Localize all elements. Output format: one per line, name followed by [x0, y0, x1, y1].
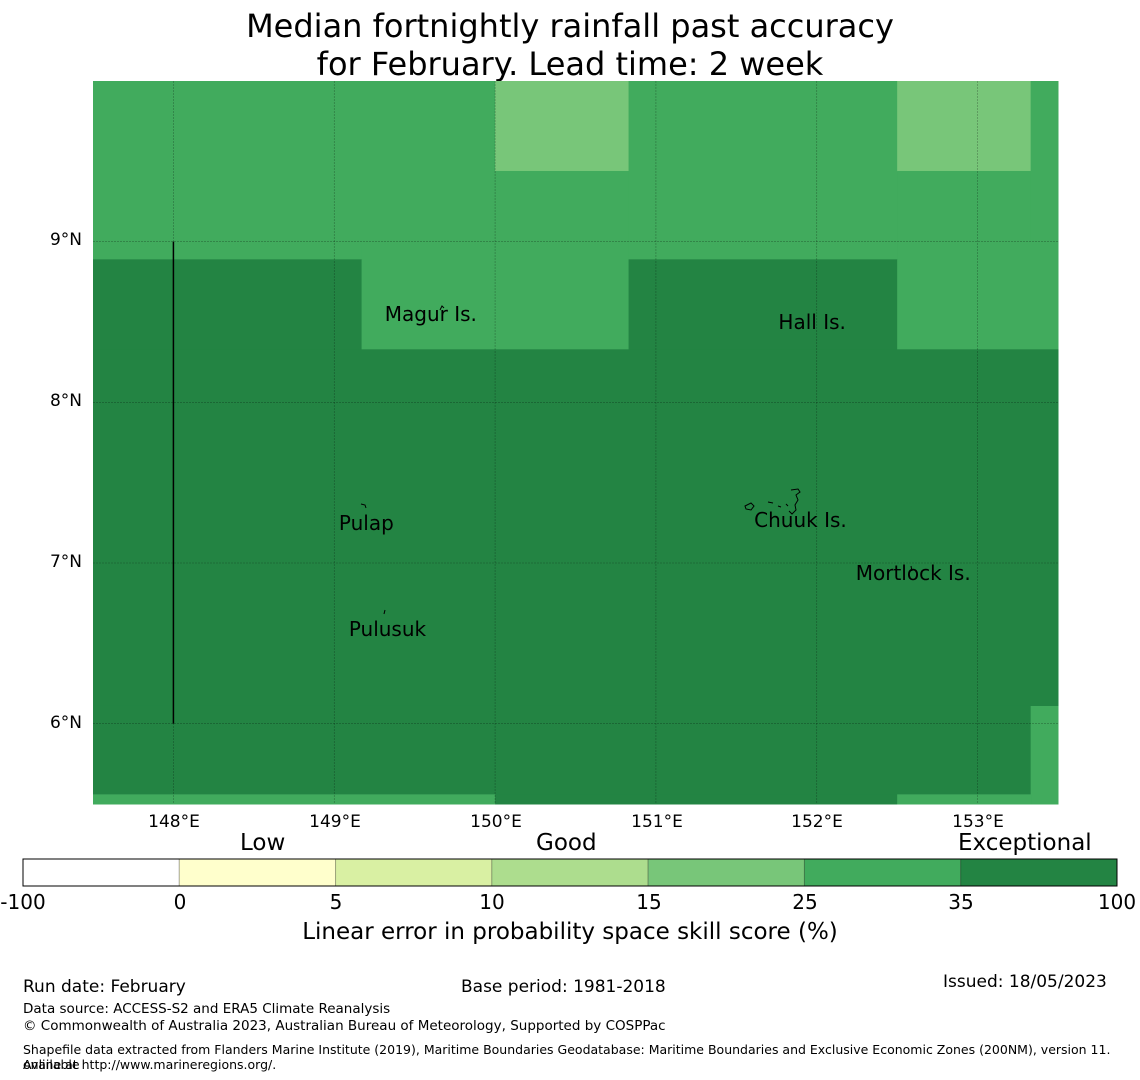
colorbar-tick-label: -100: [0, 890, 46, 914]
skill-cell: [361, 259, 630, 350]
skill-cell: [897, 81, 1032, 172]
pulusuk-island-shape: [383, 609, 386, 615]
x-tick-label: 149°E: [309, 812, 361, 832]
skill-cell: [495, 170, 630, 243]
skill-cell: [897, 259, 1059, 350]
map-title-line2: for February. Lead time: 2 week: [316, 45, 824, 83]
place-label-pulusuk: Pulusuk: [348, 616, 427, 641]
skill-map: [93, 81, 1059, 805]
x-tick-label: 153°E: [952, 812, 1004, 832]
x-tick-label: 150°E: [470, 812, 522, 832]
shapefile-credit-line2: online at http://www.marineregions.org/.: [23, 1057, 277, 1072]
place-label-chuuk: Chuuk Is.: [754, 507, 847, 532]
colorbar: [22, 858, 1118, 887]
chuuk-lagoon-shape: [744, 488, 801, 515]
skill-cells: [93, 81, 1059, 805]
colorbar-segment: [960, 858, 1118, 887]
skill-cell: [361, 241, 630, 260]
colorbar-tick-label: 0: [173, 890, 187, 914]
colorbar-tick-label: 25: [792, 890, 818, 914]
copyright: © Commonwealth of Australia 2023, Austra…: [23, 1018, 666, 1034]
colorbar-category-low: Low: [240, 830, 286, 856]
colorbar-segment: [647, 858, 805, 887]
colorbar-tick-label: 5: [329, 890, 343, 914]
issued-date: Issued: 18/05/2023: [943, 972, 1107, 992]
y-tick-label: 6°N: [49, 713, 82, 733]
x-tick-label: 151°E: [631, 812, 683, 832]
data-source: Data source: ACCESS-S2 and ERA5 Climate …: [23, 1001, 391, 1017]
skill-cell: [495, 794, 898, 805]
y-tick-label: 8°N: [49, 391, 82, 411]
island-outlines: [360, 305, 913, 615]
run-date: Run date: February: [23, 977, 186, 997]
skill-cell: [93, 259, 363, 350]
colorbar-tick-label: 10: [479, 890, 505, 914]
place-label-hall: Hall Is.: [778, 310, 846, 334]
colorbar-segment: [491, 858, 649, 887]
map-title-line1: Median fortnightly rainfall past accurac…: [246, 7, 894, 45]
colorbar-segment: [22, 858, 180, 887]
skill-cell: [1030, 705, 1059, 805]
graticule: [93, 81, 1058, 804]
skill-cell: [93, 794, 496, 805]
magur-island-shape: [439, 305, 445, 311]
skill-cell: [93, 81, 496, 243]
skill-cell: [897, 794, 1032, 805]
colorbar-tick-label: 35: [948, 890, 974, 914]
colorbar-label: Linear error in probability space skill …: [302, 919, 838, 945]
x-tick-label: 148°E: [148, 812, 200, 832]
skill-cell: [628, 81, 898, 243]
colorbar-segment: [335, 858, 493, 887]
y-tick-label: 9°N: [49, 230, 82, 250]
colorbar-tick-label: 100: [1097, 890, 1137, 914]
shapefile-credit-line1: Shapefile data extracted from Flanders M…: [23, 1042, 1111, 1072]
skill-cell: [93, 349, 1059, 707]
skill-cell: [495, 81, 630, 172]
skill-cell: [897, 241, 1059, 260]
y-tick-label: 7°N: [49, 552, 82, 572]
skill-cell: [897, 170, 1032, 243]
place-label-magur: Magur Is.: [384, 301, 477, 326]
colorbar-segment: [803, 858, 962, 887]
colorbar-category-exceptional: Exceptional: [958, 830, 1092, 856]
colorbar-segment: [178, 858, 337, 887]
place-label-mortlock: Mortlock Is.: [855, 560, 971, 585]
colorbar-category-good: Good: [536, 830, 597, 856]
skill-cell: [93, 241, 363, 260]
skill-cell: [1030, 81, 1059, 243]
colorbar-tick-label: 15: [636, 890, 662, 914]
place-label-pulap: Pulap: [338, 510, 394, 535]
skill-cell: [628, 241, 898, 260]
pulap-island-shape: [360, 503, 367, 509]
skill-cell: [93, 705, 1032, 795]
base-period: Base period: 1981-2018: [461, 977, 666, 997]
skill-cell: [628, 259, 898, 350]
x-tick-label: 152°E: [791, 812, 843, 832]
colorbar-outline: [22, 858, 1118, 887]
mortlock-island-shape: [910, 565, 913, 572]
